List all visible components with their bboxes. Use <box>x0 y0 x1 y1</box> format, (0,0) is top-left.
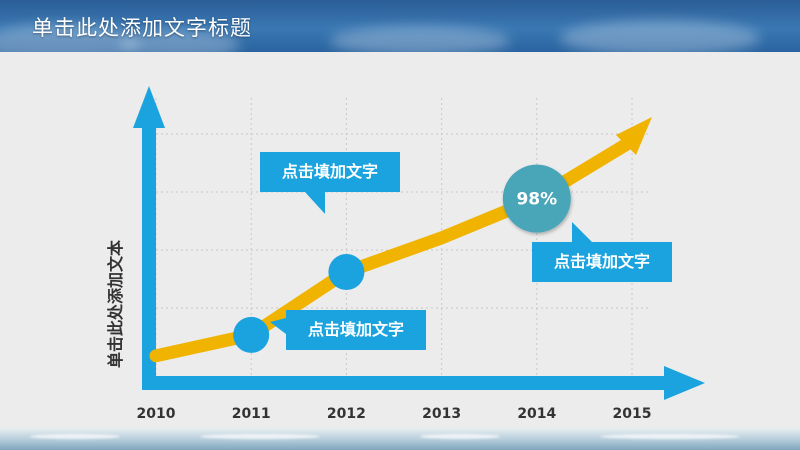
callout-text-upper-left[interactable]: 点击填加文字 <box>281 162 378 181</box>
callout-box-lower-tail <box>270 318 286 334</box>
x-axis-arrow <box>664 366 705 400</box>
axes <box>133 86 705 400</box>
callout-box-lower <box>286 310 426 350</box>
callout-box-upper-left <box>260 152 400 192</box>
slide-title[interactable]: 单击此处添加文字标题 <box>32 16 252 40</box>
callout-text-lower[interactable]: 点击填加文字 <box>307 320 404 339</box>
x-tick-labels: 2010 2011 2012 2013 2014 2015 <box>137 406 652 422</box>
callout-text-right[interactable]: 点击填加文字 <box>553 252 650 271</box>
x-tick-2015: 2015 <box>613 406 652 422</box>
data-point-2012 <box>328 253 365 290</box>
x-tick-2010: 2010 <box>137 406 176 422</box>
callout-box-right <box>532 242 672 282</box>
x-tick-2013: 2013 <box>422 406 461 422</box>
y-axis-label[interactable]: 单击此处添加文本 <box>106 240 125 369</box>
percent-label: 98% <box>516 190 557 210</box>
x-tick-2012: 2012 <box>327 406 366 422</box>
y-axis <box>142 118 156 390</box>
data-point-2011 <box>233 316 270 353</box>
callout-box-upper-left-tail <box>305 192 325 214</box>
callout-box-right-tail <box>572 222 592 242</box>
markers: 98% <box>233 164 571 353</box>
footer-banner <box>0 428 800 450</box>
x-axis <box>142 376 672 390</box>
title-banner: 单击此处添加文字标题 <box>0 0 800 52</box>
x-tick-2014: 2014 <box>517 406 556 422</box>
x-tick-2011: 2011 <box>232 406 271 422</box>
percent-circle <box>502 164 571 233</box>
y-axis-arrow <box>133 86 165 128</box>
series-arrow <box>616 116 652 155</box>
callout-shapes <box>260 152 672 350</box>
